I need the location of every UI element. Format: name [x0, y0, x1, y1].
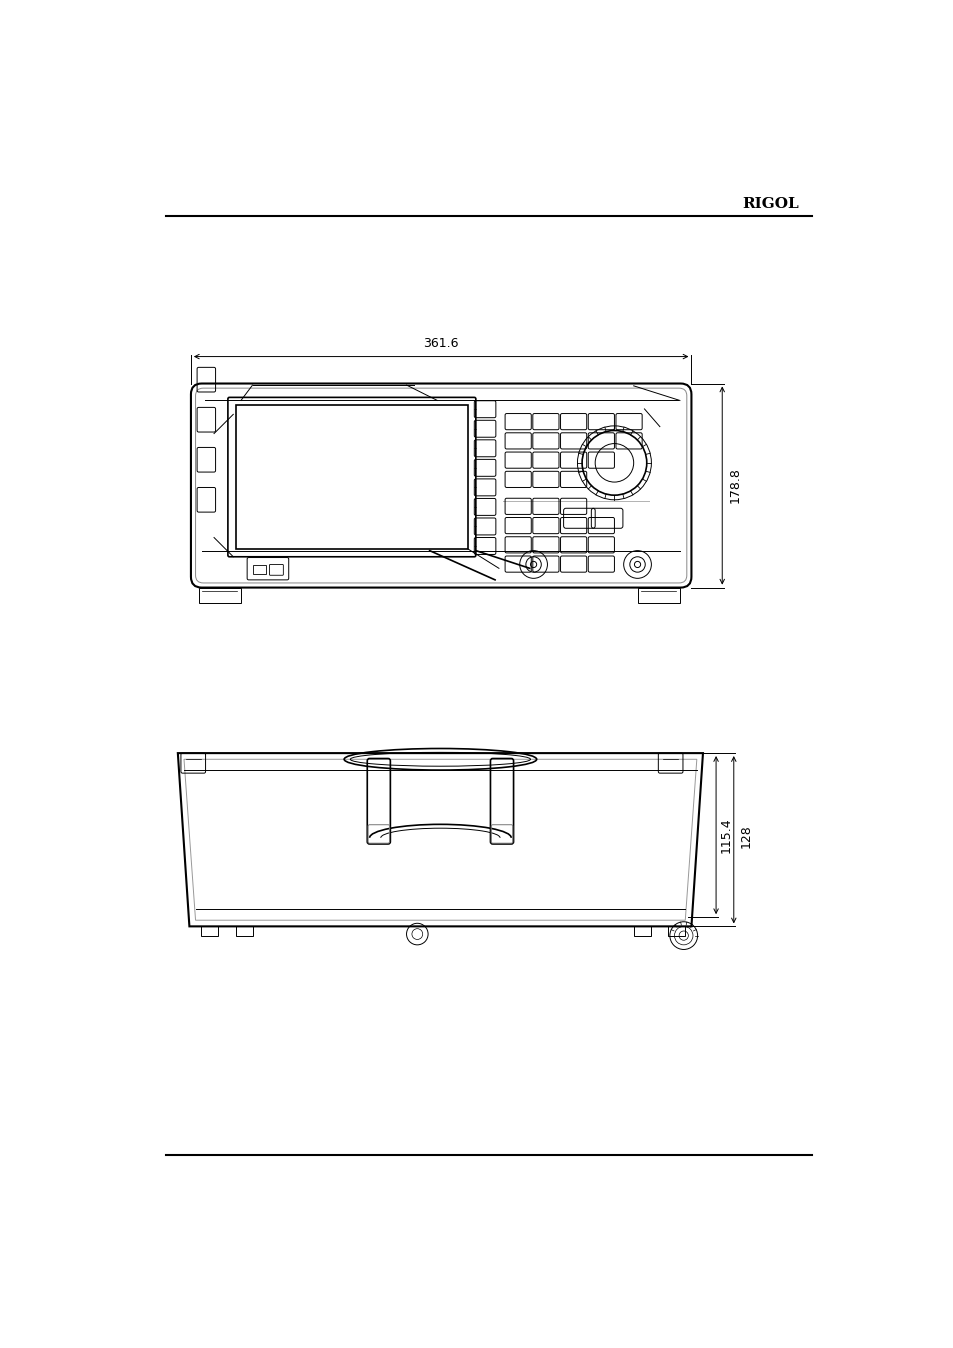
Text: 115.4: 115.4	[720, 817, 732, 853]
Bar	[633, 926, 650, 936]
Bar	[198, 588, 241, 603]
Text: 128: 128	[740, 824, 752, 848]
Text: RIGOL: RIGOL	[741, 197, 799, 212]
Bar	[253, 565, 266, 574]
Bar	[668, 926, 684, 936]
Bar	[235, 406, 468, 549]
Bar	[637, 588, 679, 603]
Text: 361.6: 361.6	[423, 337, 458, 350]
Text: 178.8: 178.8	[728, 468, 740, 504]
Bar	[235, 926, 253, 936]
Bar	[201, 926, 217, 936]
